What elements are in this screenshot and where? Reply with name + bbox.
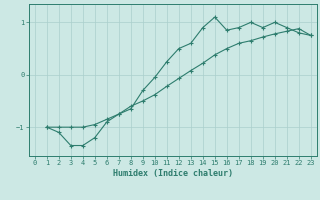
X-axis label: Humidex (Indice chaleur): Humidex (Indice chaleur) bbox=[113, 169, 233, 178]
